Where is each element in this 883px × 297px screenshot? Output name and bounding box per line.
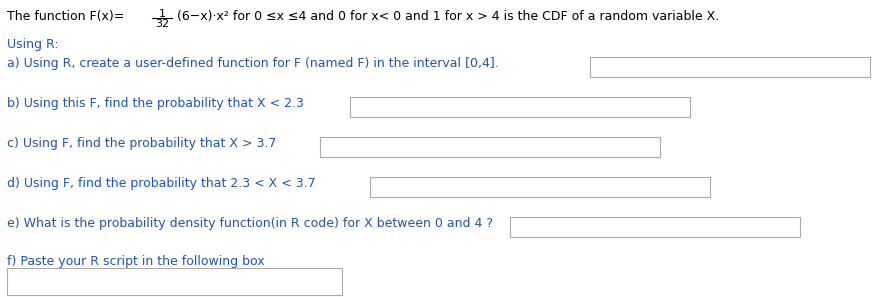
Text: c) Using F, find the probability that X > 3.7: c) Using F, find the probability that X … [7,137,276,150]
Text: 1: 1 [159,9,165,19]
Text: Using R:: Using R: [7,38,58,51]
Bar [510,217,800,237]
Text: d) Using F, find the probability that 2.3 < X < 3.7: d) Using F, find the probability that 2.… [7,177,315,190]
Text: e) What is the probability density function(in R code) for X between 0 and 4 ?: e) What is the probability density funct… [7,217,493,230]
Text: (6−x)·x² for 0 ≤x ≤4 and 0 for x< 0 and 1 for x > 4 is the CDF of a random varia: (6−x)·x² for 0 ≤x ≤4 and 0 for x< 0 and … [177,10,720,23]
Text: 32: 32 [155,19,169,29]
Bar [370,177,710,197]
Text: a) Using R, create a user-defined function for F (named F) in the interval [0,4]: a) Using R, create a user-defined functi… [7,57,499,70]
Text: f) Paste your R script in the following box: f) Paste your R script in the following … [7,255,265,268]
Text: The function F(x)=: The function F(x)= [7,10,125,23]
Bar [7,268,342,295]
Bar [590,57,870,77]
Text: b) Using this F, find the probability that X < 2.3: b) Using this F, find the probability th… [7,97,304,110]
Bar [320,137,660,157]
Bar [350,97,690,117]
